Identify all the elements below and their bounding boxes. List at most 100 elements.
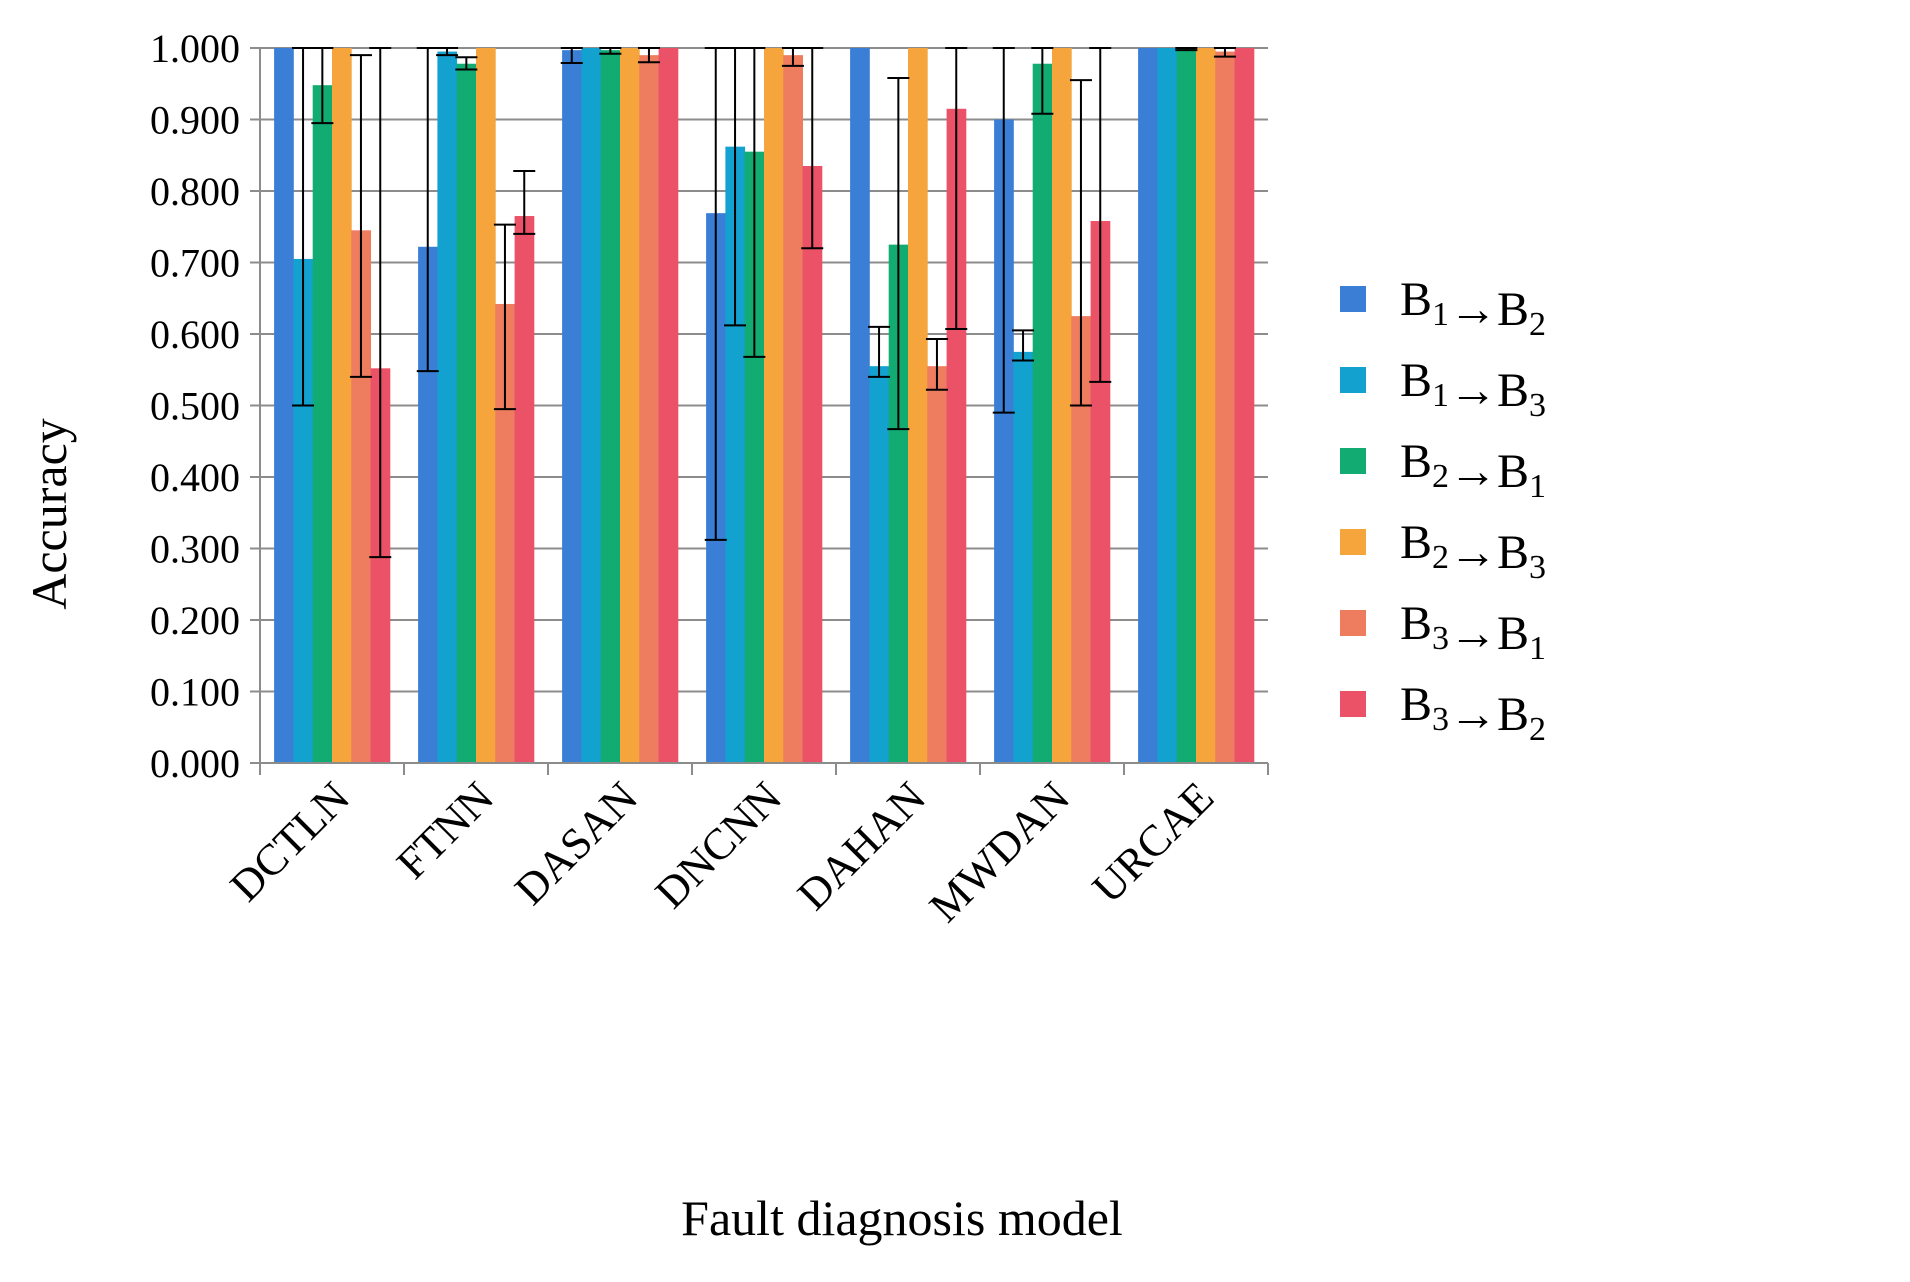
legend-swatch xyxy=(1340,529,1366,555)
x-axis-label: Fault diagnosis model xyxy=(681,1190,1123,1246)
bar xyxy=(1138,48,1158,763)
y-tick-label: 0.100 xyxy=(150,670,240,715)
y-tick-label: 0.400 xyxy=(150,455,240,500)
error-bar xyxy=(349,54,372,378)
bar xyxy=(1013,351,1034,763)
bars xyxy=(274,48,1255,764)
legend-label: B1→B2 xyxy=(1400,273,1546,343)
error-bar xyxy=(945,47,968,330)
bar xyxy=(869,366,890,763)
legend-item: B2→B1 xyxy=(1340,435,1546,505)
bar xyxy=(1196,48,1216,763)
legend-label: B2→B1 xyxy=(1400,435,1546,505)
legend-swatch xyxy=(1340,367,1366,393)
error-bar xyxy=(560,47,583,65)
x-tick-label: DCTLN xyxy=(221,772,359,910)
bar xyxy=(1032,63,1053,764)
legend-label: B3→B1 xyxy=(1400,597,1546,667)
error-bar xyxy=(455,56,478,71)
bar xyxy=(1071,316,1091,763)
y-tick-label: 0.000 xyxy=(150,741,240,786)
x-tick-label: DNCNN xyxy=(646,772,791,917)
y-axis-label: Accuracy xyxy=(21,418,77,610)
bar xyxy=(888,244,909,763)
bar xyxy=(476,48,496,763)
legend-item: B1→B2 xyxy=(1340,273,1546,343)
error-bar xyxy=(311,47,334,125)
legend-swatch xyxy=(1340,691,1366,717)
y-tick-label: 0.200 xyxy=(150,598,240,643)
bar xyxy=(908,48,928,763)
error-bar xyxy=(493,223,516,411)
error-bar xyxy=(781,47,804,67)
error-bar xyxy=(1012,329,1035,362)
bar xyxy=(744,151,765,764)
legend-item: B1→B3 xyxy=(1340,354,1546,424)
bar xyxy=(1090,221,1111,763)
error-bar xyxy=(1089,47,1112,383)
axes xyxy=(250,47,1269,775)
bar xyxy=(293,258,314,763)
bar xyxy=(658,48,679,763)
error-bar xyxy=(743,47,766,358)
legend-label: B2→B3 xyxy=(1400,516,1546,586)
error-bar xyxy=(513,169,536,235)
legend-item: B2→B3 xyxy=(1340,516,1546,586)
legend: B1→B2 B1→B3 B2→B1 B2→B3 B3→B1 B3→B2 xyxy=(1340,273,1546,748)
error-bar xyxy=(887,77,910,431)
error-bar xyxy=(724,47,747,327)
bar xyxy=(437,51,458,763)
error-bar xyxy=(369,47,392,559)
bar xyxy=(600,50,621,763)
bar xyxy=(994,119,1014,763)
legend-swatch xyxy=(1340,610,1366,636)
y-tick-label: 0.700 xyxy=(150,241,240,286)
bar xyxy=(274,48,294,763)
y-tick-label: 0.500 xyxy=(150,384,240,429)
bar xyxy=(312,85,333,764)
y-tick-labels: 0.000 0.100 0.200 0.300 0.400 0.500 0.600 0.700… xyxy=(150,26,240,786)
error-bar xyxy=(292,47,315,407)
error-bar xyxy=(599,47,622,55)
error-bar xyxy=(925,338,948,391)
legend-swatch xyxy=(1340,286,1366,312)
bar xyxy=(1234,48,1255,763)
y-tick-label: 0.600 xyxy=(150,312,240,357)
bar xyxy=(1052,48,1072,763)
bar xyxy=(418,246,438,763)
bar xyxy=(1215,51,1235,763)
bar xyxy=(495,303,515,763)
legend-label: B3→B2 xyxy=(1400,678,1546,748)
bar xyxy=(802,165,823,764)
legend-swatch xyxy=(1340,448,1366,474)
error-bar xyxy=(801,47,824,250)
error-bar xyxy=(1175,47,1198,52)
bar xyxy=(725,146,746,764)
error-bar xyxy=(992,47,1015,414)
bar xyxy=(332,48,352,763)
error-bars xyxy=(292,47,1236,559)
bar xyxy=(562,50,582,763)
x-tick-label: URCAE xyxy=(1083,772,1223,912)
y-tick-label: 0.300 xyxy=(150,527,240,572)
legend-item: B3→B1 xyxy=(1340,597,1546,667)
bar xyxy=(581,48,602,763)
error-bar xyxy=(416,47,439,373)
error-bar xyxy=(1069,79,1092,407)
bar xyxy=(927,366,947,763)
x-tick-label: DAHAN xyxy=(788,772,935,919)
x-tick-label: FTNN xyxy=(387,772,503,888)
bar xyxy=(783,55,803,763)
bar xyxy=(1176,48,1197,763)
bar xyxy=(456,63,477,764)
y-tick-label: 1.000 xyxy=(150,26,240,71)
bar xyxy=(351,230,371,763)
bar xyxy=(850,48,870,763)
bar xyxy=(764,48,784,763)
y-tick-label: 0.900 xyxy=(150,98,240,143)
legend-item: B3→B2 xyxy=(1340,678,1546,748)
error-bar xyxy=(436,47,459,57)
error-bar xyxy=(1213,47,1236,58)
